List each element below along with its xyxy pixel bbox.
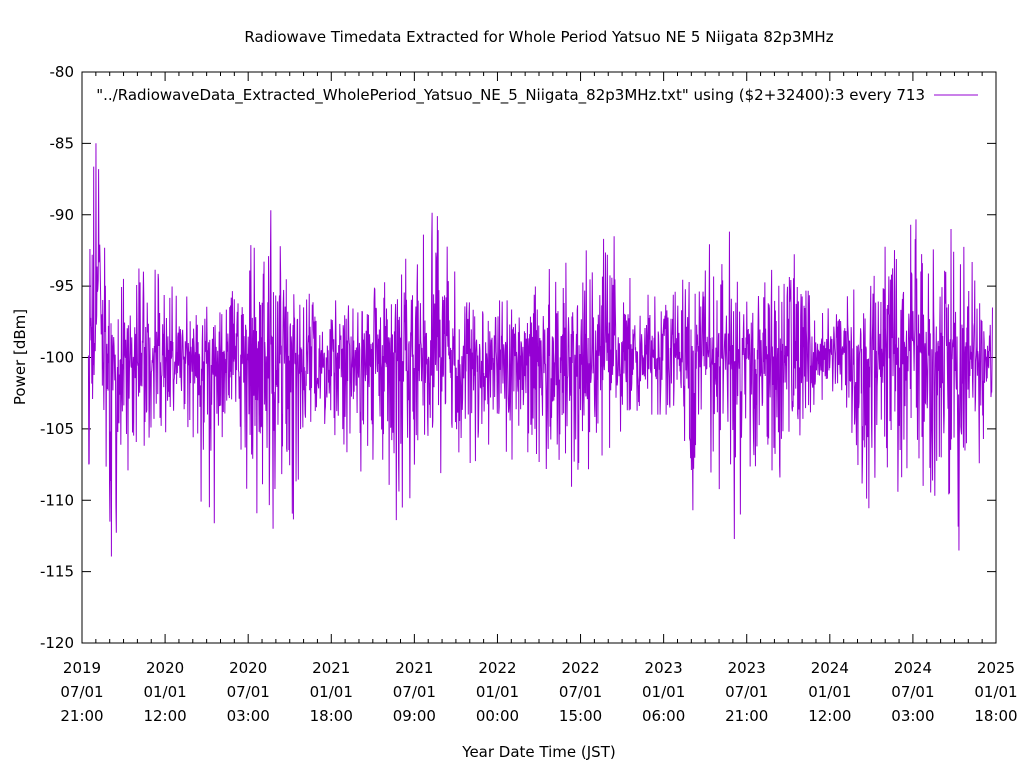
- x-tick-label: 2024: [894, 659, 932, 677]
- axis-ticks: [81, 71, 997, 644]
- y-tick-label: -120: [40, 634, 74, 652]
- y-axis-label: Power [dBm]: [11, 309, 29, 405]
- x-tick-label: 01/01: [310, 683, 353, 701]
- y-tick-label: -95: [50, 277, 75, 295]
- legend-label: "../RadiowaveData_Extracted_WholePeriod_…: [96, 86, 925, 105]
- x-tick-label: 18:00: [310, 707, 353, 725]
- x-tick-label: 12:00: [808, 707, 851, 725]
- x-tick-label: 21:00: [60, 707, 103, 725]
- series-line: [87, 143, 993, 557]
- x-tick-label: 21:00: [725, 707, 768, 725]
- x-tick-label: 07/01: [559, 683, 602, 701]
- x-tick-label: 07/01: [725, 683, 768, 701]
- plot-area-border: [81, 71, 997, 644]
- x-tick-label: 12:00: [143, 707, 186, 725]
- x-tick-label: 03:00: [891, 707, 934, 725]
- x-tick-label: 2022: [478, 659, 516, 677]
- y-tick-label: -85: [50, 134, 75, 152]
- x-tick-label: 01/01: [476, 683, 519, 701]
- x-tick-label: 2023: [645, 659, 683, 677]
- y-tick-label: -90: [50, 206, 75, 224]
- x-tick-label: 00:00: [476, 707, 519, 725]
- y-tick-labels: -120 -115 -110 -105 -100 -95 -90 -85 -80: [40, 63, 74, 652]
- x-tick-label: 2020: [146, 659, 184, 677]
- x-tick-label: 2024: [811, 659, 849, 677]
- x-tick-label: 2022: [561, 659, 599, 677]
- x-tick-label: 07/01: [60, 683, 103, 701]
- x-tick-label: 18:00: [974, 707, 1017, 725]
- series-layer: [87, 143, 993, 557]
- x-tick-label: 2021: [395, 659, 433, 677]
- x-tick-label: 07/01: [891, 683, 934, 701]
- y-tick-label: -105: [40, 420, 74, 438]
- x-tick-label: 2019: [63, 659, 101, 677]
- y-tick-label: -110: [40, 491, 74, 509]
- x-tick-label: 09:00: [393, 707, 436, 725]
- x-tick-label: 01/01: [808, 683, 851, 701]
- x-tick-label: 01/01: [642, 683, 685, 701]
- x-tick-label: 2025: [977, 659, 1015, 677]
- x-axis-label: Year Date Time (JST): [461, 743, 615, 761]
- x-tick-labels: 2019 07/01 21:00 2020 01/01 12:00 2020 07/01 03:…: [60, 659, 1017, 725]
- chart-title: Radiowave Timedata Extracted for Whole P…: [244, 28, 833, 46]
- x-tick-label: 07/01: [227, 683, 270, 701]
- x-tick-label: 01/01: [143, 683, 186, 701]
- y-tick-label: -100: [40, 349, 74, 367]
- x-tick-label: 2021: [312, 659, 350, 677]
- x-tick-label: 03:00: [227, 707, 270, 725]
- x-tick-label: 2020: [229, 659, 267, 677]
- x-tick-label: 01/01: [974, 683, 1017, 701]
- y-tick-label: -80: [50, 63, 75, 81]
- x-tick-label: 2023: [728, 659, 766, 677]
- x-tick-label: 15:00: [559, 707, 602, 725]
- y-tick-label: -115: [40, 563, 74, 581]
- x-tick-label: 07/01: [393, 683, 436, 701]
- x-tick-label: 06:00: [642, 707, 685, 725]
